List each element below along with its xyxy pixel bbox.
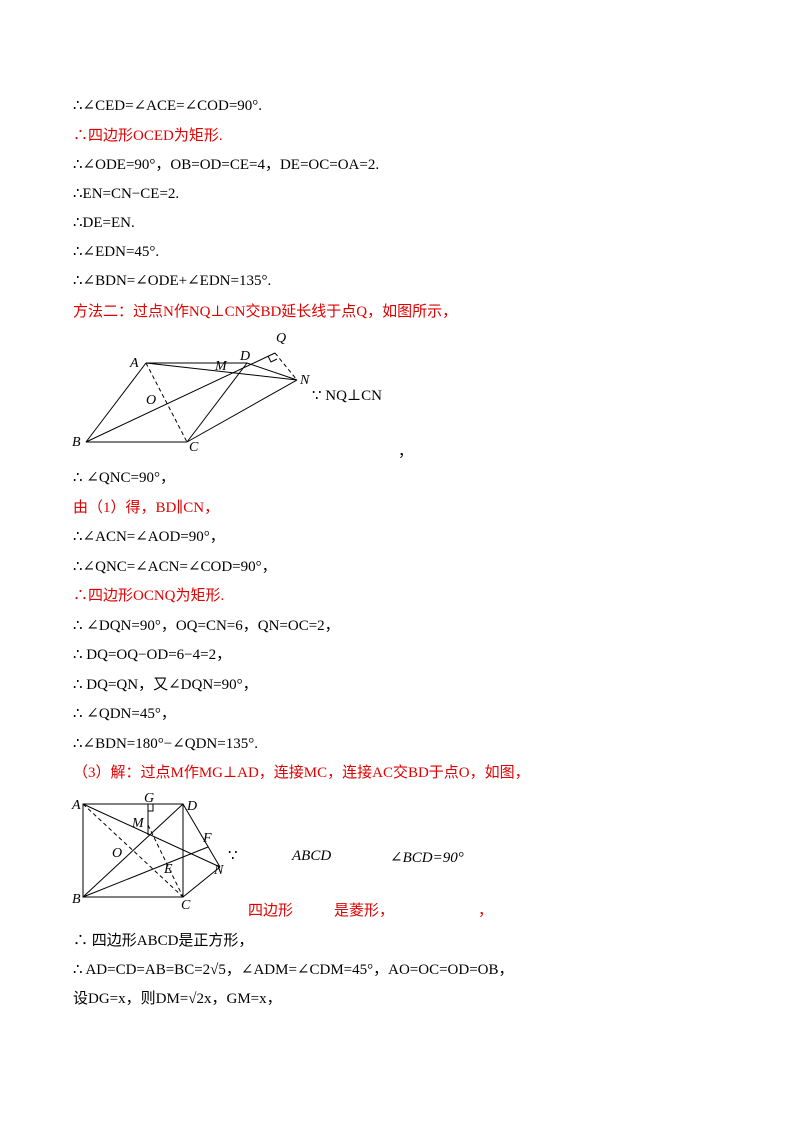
- right-angle-mark: [148, 804, 154, 812]
- figure-1: A B C D M N O Q: [72, 331, 310, 455]
- label-M: M: [131, 816, 145, 831]
- figure-2-quad-text: 四边形: [248, 903, 294, 919]
- line-14: ∴ ∠DQN=90°，OQ=CN=6，QN=OC=2，: [73, 618, 340, 634]
- label-N: N: [299, 373, 310, 388]
- label-N: N: [213, 863, 224, 878]
- label-A: A: [71, 798, 81, 813]
- line-QN: [274, 352, 298, 381]
- line-17: ∴ ∠QDN=45°，: [73, 706, 176, 722]
- label-C: C: [189, 440, 199, 455]
- line-AN: [145, 362, 298, 381]
- diag-BD: [82, 803, 184, 898]
- line-22: 设DG=x，则DM=√2x，GM=x，: [73, 991, 282, 1007]
- line-10: 由（1）得，BD∥CN，: [73, 500, 220, 516]
- diag-AC: [145, 362, 188, 443]
- label-Q: Q: [276, 331, 286, 346]
- figure-2: A B C D E F G M N O: [71, 791, 224, 910]
- line-BF: [82, 846, 209, 898]
- label-G: G: [144, 791, 154, 806]
- line-20: ∴ 四边形ABCD是正方形，: [73, 933, 254, 949]
- line-12: ∴∠QNC=∠ACN=∠COD=90°，: [73, 559, 277, 575]
- label-B: B: [72, 892, 81, 907]
- line-18: ∴∠BDN=180°−∠QDN=135°.: [73, 736, 258, 752]
- label-B: B: [72, 435, 81, 450]
- figure-1-note: ∵ NQ⊥CN: [312, 388, 382, 404]
- line-21: ∴ AD=CD=AB=BC=2√5，∠ADM=∠CDM=45°，AO=OC=OD…: [73, 962, 514, 978]
- line-MC: [147, 824, 184, 898]
- label-C: C: [181, 898, 191, 910]
- line-9: ∴ ∠QNC=90°，: [73, 470, 175, 486]
- line-13: ∴四边形OCNQ为矩形.: [73, 588, 225, 604]
- line-7: ∴∠BDN=∠ODE+∠EDN=135°.: [73, 273, 272, 289]
- line-CN: [186, 379, 298, 443]
- label-D: D: [239, 349, 250, 364]
- line-DN: [182, 803, 221, 868]
- line-2: ∴四边形OCED为矩形.: [73, 128, 223, 144]
- line-19: （3）解：过点M作MG⊥AD，连接MC，连接AC交BD于点O，如图，: [73, 765, 530, 781]
- line-5: ∴DE=EN.: [73, 215, 135, 231]
- label-D: D: [186, 799, 197, 814]
- edge-DC: [186, 362, 248, 443]
- line-AN: [82, 803, 221, 868]
- figure-2-rhombus-text: 是菱形，: [334, 903, 395, 919]
- label-M: M: [214, 359, 228, 374]
- figure-2-abcd: ABCD: [292, 848, 332, 864]
- figure-1-comma: ，: [398, 444, 414, 460]
- diag-AC: [82, 803, 184, 898]
- edge-AB: [85, 362, 147, 443]
- line-1: ∴∠CED=∠ACE=∠COD=90°.: [73, 98, 263, 114]
- figure-2-because: ∵: [228, 848, 238, 864]
- label-F: F: [202, 831, 212, 846]
- line-DN: [246, 362, 298, 381]
- line-6: ∴∠EDN=45°.: [73, 244, 160, 260]
- label-O: O: [112, 846, 122, 861]
- label-A: A: [129, 356, 139, 371]
- figure-2-angle: ∠BCD=90°: [390, 850, 464, 866]
- line-15: ∴ DQ=OQ−OD=6−4=2，: [73, 647, 232, 663]
- diag-BQ: [85, 352, 276, 443]
- figure-2-comma: ，: [478, 903, 494, 919]
- line-8: 方法二：过点N作NQ⊥CN交BD延长线于点Q，如图所示，: [73, 304, 458, 320]
- line-4: ∴EN=CN−CE=2.: [73, 186, 180, 202]
- label-O: O: [146, 393, 156, 408]
- right-angle-mark: [267, 355, 278, 363]
- line-11: ∴∠ACN=∠AOD=90°，: [73, 529, 225, 545]
- line-3: ∴∠ODE=90°，OB=OD=CE=4，DE=OC=OA=2.: [73, 157, 380, 173]
- label-E: E: [163, 862, 173, 877]
- line-CN: [182, 866, 221, 898]
- line-16: ∴ DQ=QN，又∠DQN=90°，: [73, 677, 258, 693]
